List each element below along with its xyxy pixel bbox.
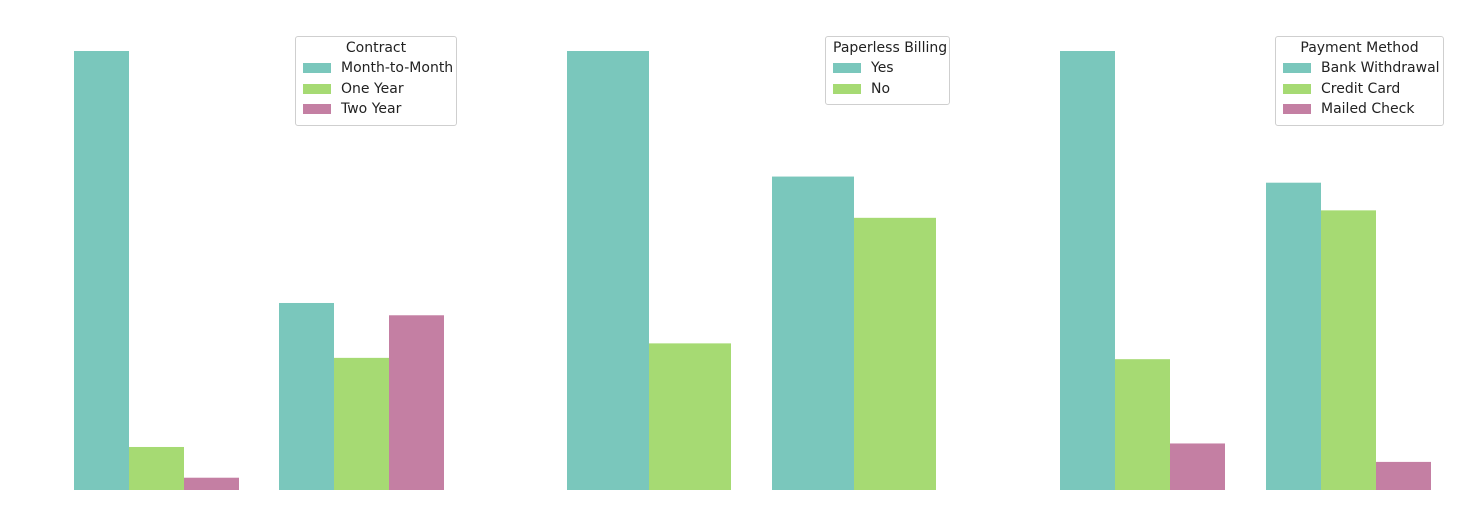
legend-entry: Yes xyxy=(833,58,942,79)
paperless-billing-chart-panel: Paperless Billing Yes No xyxy=(490,0,980,520)
contract-legend: Contract Month-to-Month One Year Two Yea… xyxy=(295,36,457,126)
bar-mailed-check-group-1 xyxy=(1170,443,1225,490)
paperless-billing-legend: Paperless Billing Yes No xyxy=(825,36,950,105)
bar-no-group-1 xyxy=(649,343,731,490)
legend-swatch-teal xyxy=(1283,63,1311,74)
legend-title: Paperless Billing xyxy=(833,40,948,56)
bar-two-year-group-2 xyxy=(389,315,444,490)
legend-label: No xyxy=(871,80,891,97)
legend-swatch-green xyxy=(303,83,331,94)
legend-entry: Bank Withdrawal xyxy=(1283,58,1440,79)
legend-entry: Month-to-Month xyxy=(303,58,453,79)
legend-title: Payment Method xyxy=(1300,40,1419,56)
legend-entry: Credit Card xyxy=(1283,79,1436,100)
legend-swatch-teal xyxy=(303,63,331,74)
bar-two-year-group-1 xyxy=(184,477,239,490)
legend-entry: One Year xyxy=(303,79,449,100)
paperless-billing-chart xyxy=(567,51,936,490)
bar-credit-card-group-1 xyxy=(1115,359,1170,490)
bar-one-year-group-1 xyxy=(129,446,184,490)
contract-chart-panel: Contract Month-to-Month One Year Two Yea… xyxy=(0,0,490,520)
legend-entry: No xyxy=(833,79,942,100)
payment-method-chart-panel: Payment Method Bank Withdrawal Credit Ca… xyxy=(980,0,1460,520)
legend-entry: Mailed Check xyxy=(1283,99,1436,120)
bar-mailed-check-group-2 xyxy=(1376,461,1431,490)
bar-yes-group-2 xyxy=(772,176,854,490)
bar-month-to-month-group-2 xyxy=(279,302,334,490)
bar-month-to-month-group-1 xyxy=(74,51,129,490)
legend-label: Month-to-Month xyxy=(341,60,454,77)
payment-method-legend: Payment Method Bank Withdrawal Credit Ca… xyxy=(1275,36,1444,126)
legend-label: Mailed Check xyxy=(1321,101,1415,118)
bar-bank-withdrawal-group-1 xyxy=(1060,51,1115,490)
legend-swatch-pink xyxy=(303,104,331,115)
legend-title: Contract xyxy=(345,40,407,56)
bar-one-year-group-2 xyxy=(334,357,389,490)
legend-swatch-green xyxy=(1283,83,1311,94)
contract-chart xyxy=(74,51,444,490)
legend-label: Bank Withdrawal xyxy=(1321,60,1440,77)
bar-no-group-2 xyxy=(854,217,936,490)
bar-credit-card-group-2 xyxy=(1321,210,1376,490)
legend-label: Credit Card xyxy=(1321,80,1401,97)
legend-swatch-teal xyxy=(833,63,861,74)
legend-entry: Two Year xyxy=(303,99,449,120)
payment-method-chart xyxy=(1060,51,1431,490)
legend-swatch-pink xyxy=(1283,104,1311,115)
bar-bank-withdrawal-group-2 xyxy=(1266,182,1321,490)
legend-label: Yes xyxy=(871,60,894,77)
bar-yes-group-1 xyxy=(567,51,649,490)
legend-label: Two Year xyxy=(341,101,402,118)
legend-label: One Year xyxy=(341,80,404,97)
legend-swatch-green xyxy=(833,83,861,94)
